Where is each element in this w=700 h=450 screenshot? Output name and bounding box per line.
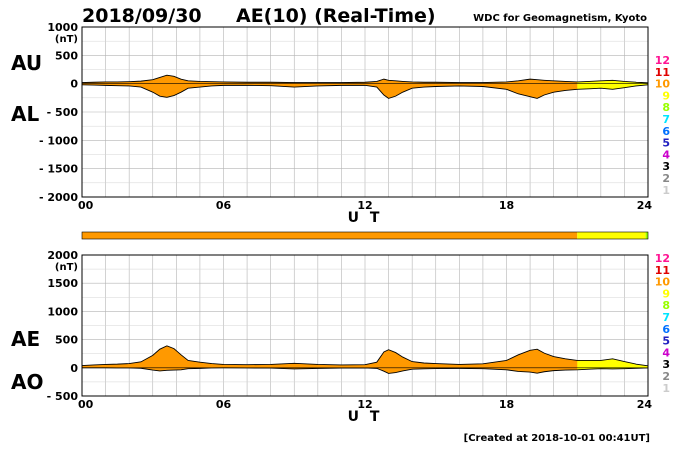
- station-count-bar: [81, 231, 649, 240]
- y-tick-label: - 500: [47, 106, 79, 119]
- y-tick-label: 0: [70, 362, 78, 375]
- organization-label: WDC for Geomagnetism, Kyoto: [473, 13, 647, 24]
- station-legend-entry: 9: [662, 287, 670, 300]
- plot-frame: [81, 254, 649, 397]
- station-legend-entry: 3: [662, 358, 670, 371]
- station-legend-entry: 2: [662, 370, 670, 383]
- x-tick-label: 12: [357, 398, 372, 411]
- station-legend-entry: 4: [662, 148, 670, 161]
- series-fill-area-reduced: [577, 358, 648, 370]
- y-tick-label: 2000: [47, 249, 78, 262]
- series-fill-area-reduced: [577, 80, 648, 90]
- station-legend-entry: 2: [662, 172, 670, 185]
- upper-series-label: AE: [11, 327, 40, 351]
- station-legend-entry: 11: [655, 66, 670, 79]
- y-tick-label: 500: [55, 334, 78, 347]
- date-title: 2018/09/30: [82, 5, 202, 27]
- station-legend-entry: 8: [662, 101, 670, 114]
- x-tick-label: 18: [499, 199, 514, 212]
- y-tick-label: 500: [55, 49, 78, 62]
- station-legend-entry: 7: [662, 311, 670, 324]
- x-tick-label: 00: [78, 199, 94, 212]
- y-tick-label: 1000: [47, 21, 78, 34]
- station-legend-entry: 6: [662, 323, 670, 336]
- station-legend-entry: 4: [662, 346, 670, 359]
- index-title: AE(10) (Real-Time): [236, 5, 436, 27]
- x-tick-label: 00: [78, 398, 94, 411]
- y-tick-label: - 2000: [39, 191, 78, 204]
- station-legend-entry: 12: [655, 252, 670, 265]
- series-line-al: [81, 84, 649, 99]
- station-legend-entry: 3: [662, 160, 670, 173]
- station-legend-entry: 5: [662, 335, 670, 348]
- station-legend-entry: 9: [662, 89, 670, 102]
- y-tick-label: 0: [70, 78, 78, 91]
- x-tick-label: 06: [216, 398, 232, 411]
- series-line-au: [81, 74, 649, 84]
- x-axis-label: U T: [348, 210, 383, 226]
- unit-label: (nT): [55, 262, 78, 273]
- station-legend-entry: 1: [662, 382, 670, 395]
- station-legend-entry: 7: [662, 113, 670, 126]
- station-legend-entry: 10: [655, 276, 671, 289]
- station-legend-entry: 1: [662, 184, 670, 197]
- series-line-ae: [81, 345, 649, 367]
- lower-series-label: AL: [11, 102, 39, 126]
- series-fill-area: [82, 75, 648, 99]
- x-tick-label: 24: [637, 199, 653, 212]
- au-al-panel: 1000 500 0 - 500 - 1000 - 1500 - 2000 (nT) 00 06 1…: [11, 21, 670, 226]
- station-bar-frame: [81, 231, 649, 240]
- x-axis-label: U T: [348, 409, 383, 425]
- y-tick-label: - 1500: [39, 163, 78, 176]
- x-tick-label: 18: [499, 398, 514, 411]
- y-tick-label: - 1000: [39, 134, 78, 147]
- series-line-ao: [82, 367, 649, 374]
- y-tick-label: 1500: [47, 277, 78, 290]
- x-tick-label: 24: [637, 398, 653, 411]
- station-legend-entry: 6: [662, 125, 670, 138]
- station-bar-segment: [577, 232, 646, 239]
- unit-label: (nT): [55, 34, 78, 45]
- upper-series-label: AU: [11, 51, 42, 75]
- x-tick-label: 12: [357, 199, 372, 212]
- station-legend-entry: 11: [655, 264, 670, 277]
- x-tick-label: 06: [216, 199, 232, 212]
- created-timestamp: [Created at 2018-10-01 00:41UT]: [464, 433, 650, 444]
- station-bar-segment: [645, 232, 648, 239]
- station-legend-entry: 10: [655, 78, 671, 91]
- series-fill-area: [82, 345, 648, 374]
- y-tick-label: 1000: [47, 305, 78, 318]
- y-tick-label: - 500: [47, 390, 79, 403]
- plot-frame: [81, 26, 649, 198]
- station-bar-segment: [82, 232, 578, 239]
- station-legend-entry: 8: [662, 299, 670, 312]
- lower-series-label: AO: [11, 370, 43, 394]
- station-legend-entry: 12: [655, 54, 670, 67]
- station-legend-entry: 5: [662, 137, 670, 150]
